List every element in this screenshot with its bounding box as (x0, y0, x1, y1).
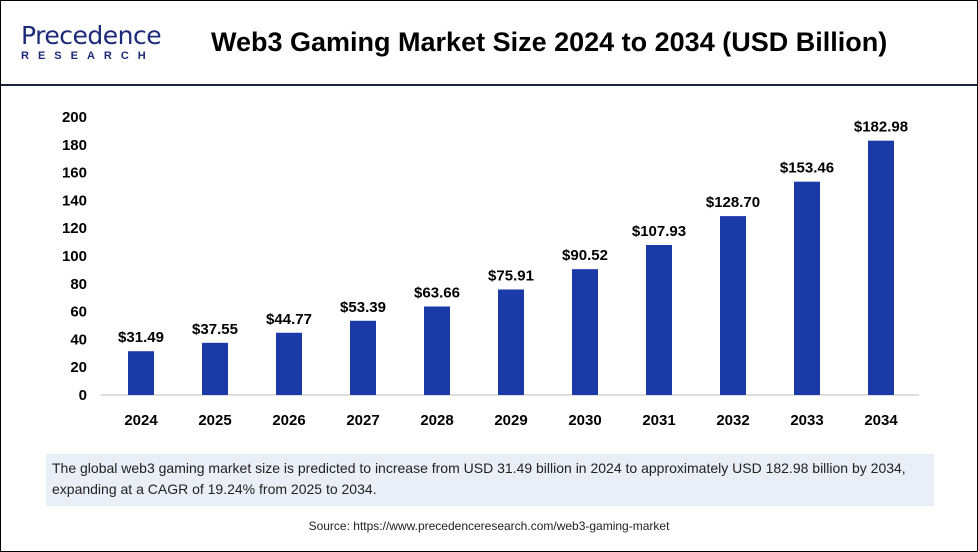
y-tick-label: 0 (79, 387, 87, 404)
source-text: Source: https://www.precedenceresearch.c… (308, 519, 670, 533)
data-label: $53.39 (340, 299, 386, 316)
bar-2031 (646, 244, 672, 395)
y-tick-label: 180 (62, 137, 87, 154)
data-label: $90.52 (562, 247, 608, 264)
x-tick-label: 2025 (198, 412, 231, 429)
bar-2024 (128, 351, 154, 395)
x-tick-label: 2033 (790, 412, 823, 429)
bar-2032 (720, 216, 746, 395)
data-label: $44.77 (266, 311, 312, 328)
data-label: $107.93 (632, 223, 686, 240)
logo-wordmark: Precedence (21, 21, 162, 50)
x-tick-label: 2026 (272, 412, 305, 429)
y-tick-label: 100 (62, 248, 87, 265)
summary-box: The global web3 gaming market size is pr… (46, 454, 934, 506)
y-tick-label: 80 (70, 276, 87, 293)
bar-2028 (424, 306, 450, 395)
logo: Precedence RESEARCH (21, 21, 162, 63)
bar-2025 (202, 342, 228, 395)
x-tick-label: 2028 (420, 412, 453, 429)
y-tick-label: 40 (70, 331, 87, 348)
bar-2026 (276, 332, 302, 395)
data-label: $37.55 (192, 321, 238, 338)
x-tick-label: 2024 (124, 412, 158, 429)
data-label: $31.49 (118, 329, 164, 346)
logo-subtext: RESEARCH (21, 50, 155, 62)
bar-2033 (794, 181, 820, 395)
y-tick-label: 160 (62, 165, 87, 182)
bar-2027 (350, 320, 376, 395)
y-tick-label: 120 (62, 220, 87, 237)
data-label: $153.46 (780, 160, 834, 177)
bar-2030 (572, 269, 598, 395)
x-tick-label: 2034 (864, 412, 898, 429)
x-tick-label: 2029 (494, 412, 527, 429)
bar-chart: 0 20 40 60 80 100 120 140 160 180 200 $31.49 2024 $37… (62, 109, 919, 429)
data-label: $63.66 (414, 285, 460, 302)
bar-2034 (868, 140, 894, 395)
x-tick-label: 2031 (642, 412, 675, 429)
x-tick-label: 2032 (716, 412, 749, 429)
data-label: $75.91 (488, 267, 534, 284)
y-tick-label: 140 (62, 192, 87, 209)
chart-title: Web3 Gaming Market Size 2024 to 2034 (US… (211, 27, 888, 57)
x-tick-label: 2030 (568, 412, 601, 429)
y-tick-label: 20 (70, 359, 87, 376)
data-label: $128.70 (706, 194, 760, 211)
x-tick-label: 2027 (346, 412, 379, 429)
y-tick-label: 200 (62, 109, 87, 126)
header-divider (1, 84, 977, 86)
data-label: $182.98 (854, 119, 908, 136)
bar-2029 (498, 289, 524, 395)
y-tick-label: 60 (70, 304, 87, 321)
